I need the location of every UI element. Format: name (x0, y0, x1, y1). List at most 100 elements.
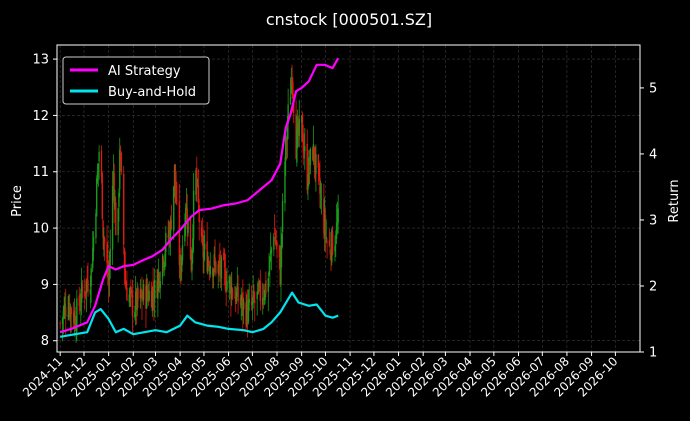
candle-body (254, 300, 256, 303)
candle-body (323, 199, 325, 234)
left-tick-label: 13 (32, 53, 49, 68)
candle-body (114, 202, 116, 207)
candle-body (269, 250, 272, 255)
candle-body (218, 261, 220, 263)
candle-body (89, 289, 92, 295)
candle-body (178, 201, 181, 265)
candle-body (297, 121, 300, 136)
candle-body (307, 184, 309, 190)
candle-body (115, 202, 117, 236)
candle-body (258, 281, 261, 286)
candle-body (258, 287, 260, 289)
candle-body (217, 264, 219, 273)
candle-body (65, 307, 67, 317)
candle-body (246, 301, 249, 324)
candle-body (335, 241, 337, 243)
candle-body (159, 281, 161, 289)
candle-body (290, 80, 293, 94)
candle-body (70, 307, 72, 315)
candle-body (246, 300, 248, 325)
candle-body (251, 299, 254, 305)
candle-body (75, 329, 77, 331)
candle-body (128, 294, 130, 303)
candle-body (281, 234, 283, 250)
candle-body (314, 162, 316, 171)
candle-body (141, 291, 143, 302)
candle-body (63, 306, 65, 315)
candle-body (320, 195, 322, 197)
candle-body (196, 183, 199, 185)
candle-body (211, 268, 214, 277)
candle-body (153, 297, 155, 302)
candle-body (235, 291, 238, 301)
candle-body (106, 243, 108, 264)
candle-body (113, 172, 115, 204)
candle-body (175, 186, 177, 203)
candle-body (219, 264, 222, 275)
candle-body (95, 213, 97, 238)
candle-body (123, 173, 125, 245)
candle-body (135, 290, 138, 311)
candle-body (239, 298, 242, 305)
left-tick-label: 10 (32, 222, 49, 237)
candle-body (302, 139, 304, 152)
ai-strategy-line (59, 57, 340, 334)
plot-frame (56, 44, 641, 353)
candle-body (169, 230, 171, 244)
candle-body (224, 269, 227, 290)
candle-body (74, 315, 76, 330)
candle-body (317, 154, 320, 169)
candle-body (173, 186, 175, 231)
candle-body (313, 146, 316, 166)
candle-body (326, 241, 328, 243)
candle-body (273, 236, 275, 250)
candle-body (325, 237, 327, 239)
candle-body (270, 248, 273, 254)
candle-body (304, 146, 306, 152)
candle-body (234, 297, 236, 299)
candle-body (253, 293, 255, 300)
candle-body (262, 297, 265, 299)
candle-body (196, 168, 198, 188)
candle-body (231, 290, 234, 297)
candle-body (223, 252, 225, 260)
candle-body (181, 245, 184, 261)
candle-body (229, 280, 231, 282)
candle-body (109, 248, 111, 268)
candle-body (96, 171, 99, 183)
right-tick-label: 2 (649, 279, 657, 294)
candle-body (303, 148, 305, 154)
left-tick-label: 12 (32, 109, 49, 124)
left-tick-label: 9 (41, 278, 49, 293)
candle-body (223, 261, 226, 268)
candle-body (328, 240, 331, 247)
candle-body (108, 264, 111, 281)
candle-body (180, 259, 182, 273)
candle-body (157, 272, 160, 278)
plot-border (56, 44, 641, 353)
right-tick-label: 1 (649, 346, 657, 361)
candle-body (147, 295, 150, 302)
candle-body (245, 302, 247, 326)
candle-body (256, 291, 258, 300)
candle-body (98, 151, 100, 162)
candle-body (235, 293, 237, 305)
candle-body (268, 271, 270, 275)
candle-body (209, 265, 211, 275)
candle-body (280, 245, 282, 285)
candle-body (190, 258, 192, 271)
candle-body (67, 314, 69, 317)
candle-body (192, 238, 194, 250)
right-tick-label: 5 (649, 81, 657, 96)
candle-body (91, 271, 93, 273)
candle-body (151, 287, 154, 311)
candle-body (323, 215, 326, 237)
candle-body (124, 269, 127, 286)
candlestick-series (59, 64, 339, 343)
chart-title: cnstock [000501.SZ] (266, 10, 432, 29)
candle-body (289, 96, 292, 105)
candle-body (170, 219, 173, 230)
candle-body (257, 283, 259, 295)
candle-body (195, 170, 197, 195)
candle-body (336, 221, 339, 226)
